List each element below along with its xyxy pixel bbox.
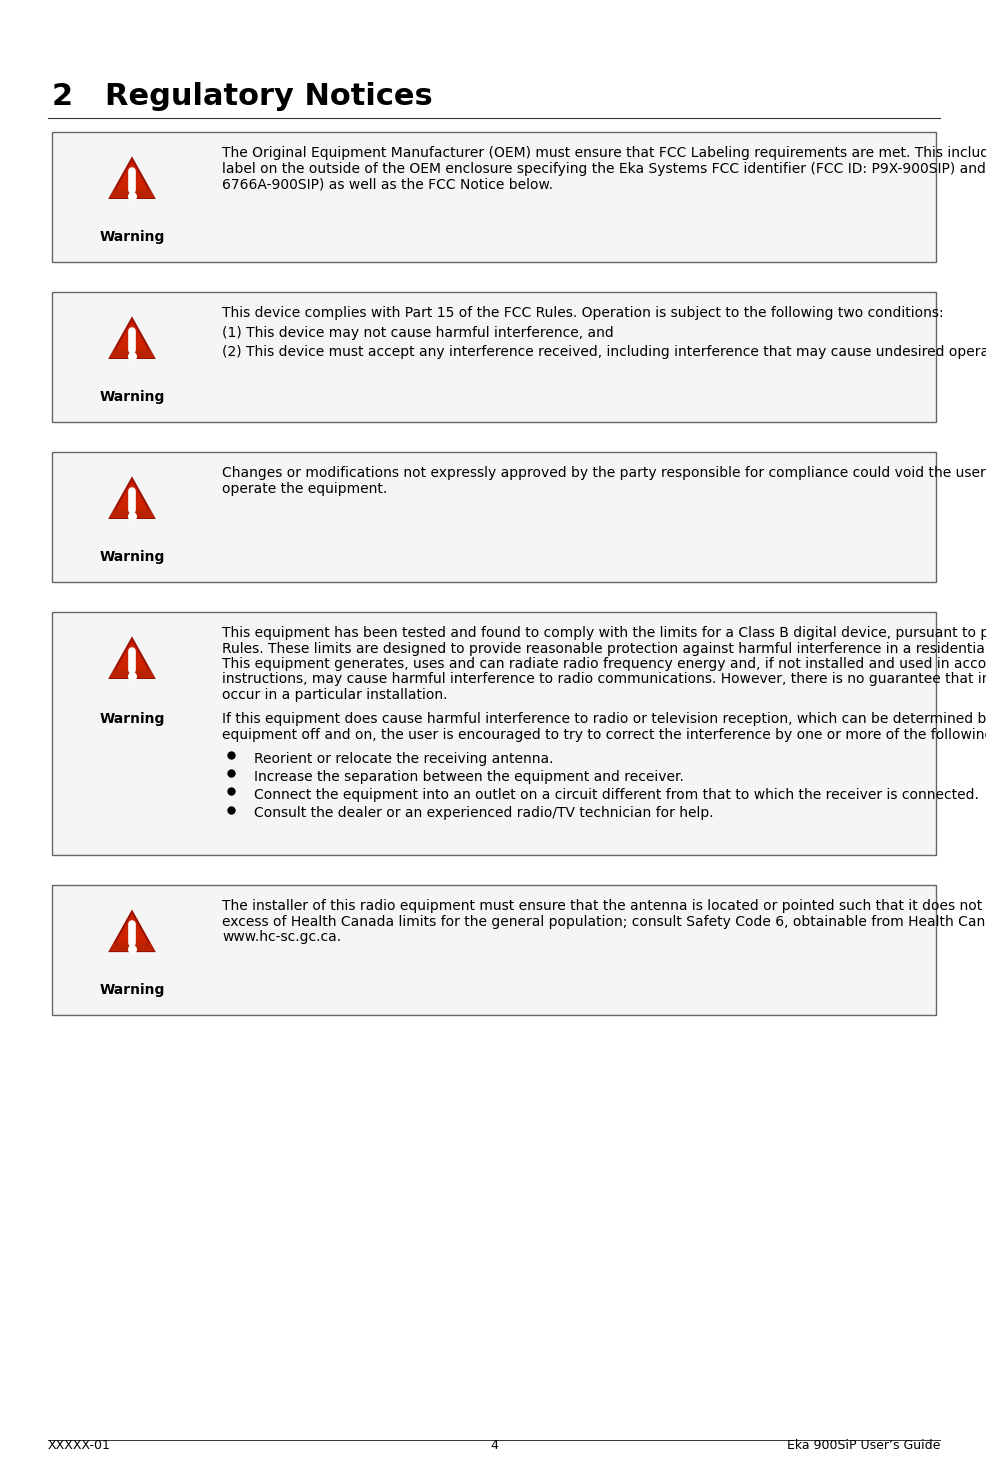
Text: 4: 4 (490, 1439, 498, 1452)
Polygon shape (110, 190, 154, 199)
Polygon shape (110, 911, 154, 951)
Polygon shape (110, 670, 154, 677)
Text: (2) This device must accept any interference received, including interference th: (2) This device must accept any interfer… (222, 345, 986, 359)
FancyBboxPatch shape (52, 452, 936, 582)
Polygon shape (110, 639, 154, 677)
Text: 6766A-900SIP) as well as the FCC Notice below.: 6766A-900SIP) as well as the FCC Notice … (222, 176, 553, 191)
Text: Rules. These limits are designed to provide reasonable protection against harmfu: Rules. These limits are designed to prov… (222, 642, 986, 655)
Text: Eka 900SiP User’s Guide: Eka 900SiP User’s Guide (787, 1439, 940, 1452)
FancyBboxPatch shape (52, 612, 936, 855)
Text: www.hc-sc.gc.ca.: www.hc-sc.gc.ca. (222, 931, 341, 944)
Polygon shape (110, 510, 154, 519)
Polygon shape (110, 319, 154, 359)
Text: This device complies with Part 15 of the FCC Rules. Operation is subject to the : This device complies with Part 15 of the… (222, 305, 944, 320)
FancyBboxPatch shape (52, 885, 936, 1015)
Polygon shape (110, 350, 154, 359)
Text: Consult the dealer or an experienced radio/TV technician for help.: Consult the dealer or an experienced rad… (254, 806, 714, 820)
Text: excess of Health Canada limits for the general population; consult Safety Code 6: excess of Health Canada limits for the g… (222, 914, 986, 929)
Text: If this equipment does cause harmful interference to radio or television recepti: If this equipment does cause harmful int… (222, 711, 986, 726)
Text: Warning: Warning (100, 390, 165, 405)
Text: occur in a particular installation.: occur in a particular installation. (222, 688, 448, 702)
Text: Connect the equipment into an outlet on a circuit different from that to which t: Connect the equipment into an outlet on … (254, 787, 979, 802)
Text: This equipment has been tested and found to comply with the limits for a Class B: This equipment has been tested and found… (222, 625, 986, 640)
Text: operate the equipment.: operate the equipment. (222, 482, 387, 495)
Text: Changes or modifications not expressly approved by the party responsible for com: Changes or modifications not expressly a… (222, 465, 986, 480)
Polygon shape (110, 159, 154, 199)
Text: 2   Regulatory Notices: 2 Regulatory Notices (52, 82, 433, 111)
Text: (1) This device may not cause harmful interference, and: (1) This device may not cause harmful in… (222, 326, 613, 339)
Text: instructions, may cause harmful interference to radio communications. However, t: instructions, may cause harmful interfer… (222, 673, 986, 686)
Text: The installer of this radio equipment must ensure that the antenna is located or: The installer of this radio equipment mu… (222, 900, 986, 913)
Text: Increase the separation between the equipment and receiver.: Increase the separation between the equi… (254, 769, 684, 784)
Text: This equipment generates, uses and can radiate radio frequency energy and, if no: This equipment generates, uses and can r… (222, 657, 986, 671)
Text: Warning: Warning (100, 711, 165, 726)
Text: equipment off and on, the user is encouraged to try to correct the interference : equipment off and on, the user is encour… (222, 728, 986, 741)
Text: label on the outside of the OEM enclosure specifying the Eka Systems FCC identif: label on the outside of the OEM enclosur… (222, 162, 986, 175)
Text: Warning: Warning (100, 983, 165, 997)
FancyBboxPatch shape (52, 292, 936, 422)
Polygon shape (110, 479, 154, 519)
Text: Reorient or relocate the receiving antenna.: Reorient or relocate the receiving anten… (254, 751, 553, 766)
Text: Warning: Warning (100, 550, 165, 565)
Text: Warning: Warning (100, 230, 165, 245)
Polygon shape (110, 943, 154, 951)
FancyBboxPatch shape (52, 132, 936, 262)
Text: The Original Equipment Manufacturer (OEM) must ensure that FCC Labeling requirem: The Original Equipment Manufacturer (OEM… (222, 147, 986, 160)
Text: XXXXX-01: XXXXX-01 (48, 1439, 110, 1452)
